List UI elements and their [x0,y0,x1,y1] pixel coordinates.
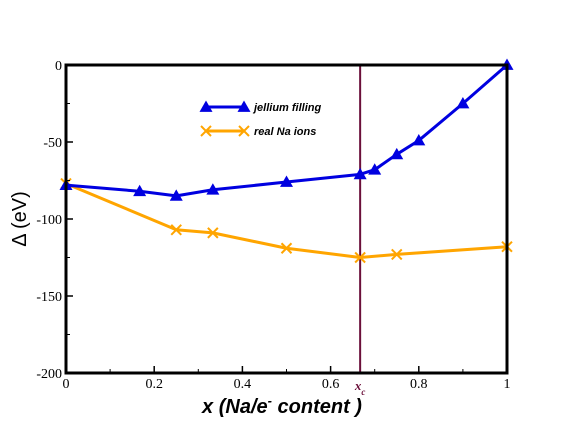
data-point-jellium-filling [390,147,404,160]
x-marker-stroke [280,242,293,254]
legend: jellium filling real Na ions [199,100,322,138]
data-point-jellium-filling [353,167,367,180]
data-point-real-Na-ions [391,248,403,261]
data-point-real-Na-ions [170,224,182,236]
x-marker-stroke [238,125,250,137]
y-axis-label: Δ (eV) [9,191,31,247]
data-point-real-Na-ions [354,251,366,264]
x-axis-label-main: x (Na/e [201,396,268,418]
data-point-real-Na-ions [207,227,219,239]
series-line-real-Na-ions [65,182,508,259]
legend-marker-real-Na-ions [238,125,250,137]
y-tick-label: -100 [36,213,62,228]
data-point-jellium-filling [456,97,470,109]
x-tick-label: 0.8 [410,377,428,392]
x-tick-label: 1 [504,377,511,392]
y-tick-label: -50 [43,136,62,151]
legend-label-real-Na-ions: real Na ions [254,126,316,138]
x-marker-stroke [170,224,182,236]
y-tick-label: 0 [55,59,62,74]
data-point-jellium-filling [412,133,426,146]
x-axis-label: x (Na/e- content ) [201,393,362,418]
data-point-jellium-filling [133,184,147,197]
y-tick-label: -150 [36,290,62,305]
plot-area [59,58,514,373]
data-point-jellium-filling [206,183,220,195]
axes: 0 0.2 0.4 0.6 0.8 1 0 -50 -100 -150 -200 xc [36,59,510,397]
x-marker-stroke [354,251,366,264]
x-marker-stroke [391,248,403,261]
legend-marker-real-Na-ions [200,125,212,137]
data-point-jellium-filling [169,189,183,201]
legend-marker-jellium-filling [237,100,251,112]
legend-marker-jellium-filling [199,100,213,112]
critical-x-label-main: x [354,378,362,393]
critical-x-label: xc [354,378,366,397]
y-tick-label: -200 [36,367,62,382]
x-tick-label: 0.6 [322,377,340,392]
x-marker-stroke [200,125,212,137]
x-axis-label-tail: content ) [272,396,362,418]
x-marker-stroke [207,227,219,239]
x-tick-label: 0 [63,377,70,392]
data-point-jellium-filling [280,175,293,187]
x-tick-label: 0.2 [145,377,163,392]
x-tick-label: 0.4 [234,377,252,392]
critical-x-label-sub: c [361,387,365,397]
legend-label-jellium-filling: jellium filling [252,102,322,114]
x-axis-label-sup: - [268,393,272,408]
data-point-real-Na-ions [280,242,293,254]
data-point-jellium-filling [368,163,382,175]
